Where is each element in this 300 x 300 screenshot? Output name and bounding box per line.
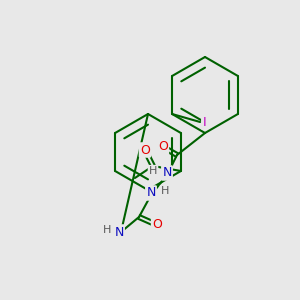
Text: N: N: [114, 226, 124, 238]
Text: O: O: [152, 218, 162, 232]
Text: H: H: [103, 225, 111, 235]
Text: N: N: [162, 167, 172, 179]
Text: N: N: [146, 187, 156, 200]
Text: O: O: [140, 143, 150, 157]
Text: I: I: [202, 116, 206, 128]
Text: H: H: [149, 166, 157, 176]
Text: O: O: [158, 140, 168, 154]
Text: H: H: [161, 186, 169, 196]
